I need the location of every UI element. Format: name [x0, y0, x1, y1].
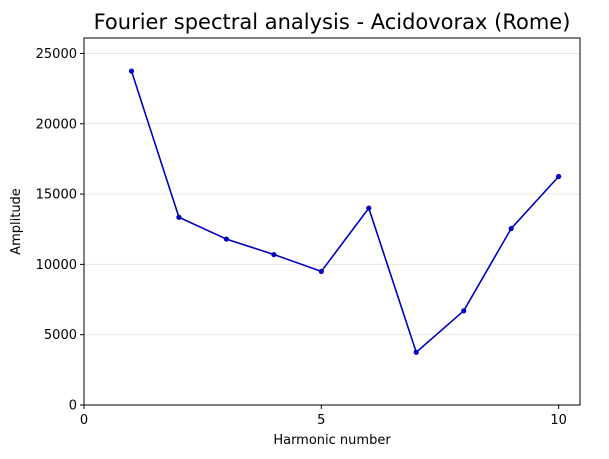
y-tick-label: 20000 [36, 117, 77, 132]
y-tick-label: 15000 [36, 188, 77, 203]
x-tick-label: 10 [550, 413, 567, 428]
y-tick-label: 10000 [36, 258, 77, 273]
y-axis-label: Amplitude [9, 188, 24, 255]
data-point [556, 173, 562, 180]
chart-title: Fourier spectral analysis - Acidovorax (… [94, 10, 571, 34]
grid-lines [84, 52, 580, 406]
series-layer [128, 68, 562, 355]
x-tick-label: 0 [80, 413, 88, 428]
data-point [508, 225, 514, 232]
series-line [130, 70, 560, 354]
y-tick-label: 5000 [44, 328, 77, 343]
data-point [271, 251, 277, 258]
data-point [461, 308, 467, 314]
data-point [413, 349, 419, 355]
x-axis-label: Harmonic number [273, 433, 391, 448]
axis-ticks: 0 5000 10000 15000 20000 25000 0 5 10 [36, 47, 567, 428]
data-point [128, 68, 135, 74]
data-point [223, 236, 229, 242]
data-point [318, 268, 324, 275]
y-tick-label: 25000 [36, 47, 77, 62]
data-point [176, 214, 182, 220]
data-point [366, 205, 372, 211]
y-tick-label: 0 [69, 399, 77, 414]
plot-frame [83, 37, 581, 406]
x-tick-label: 5 [317, 413, 325, 428]
